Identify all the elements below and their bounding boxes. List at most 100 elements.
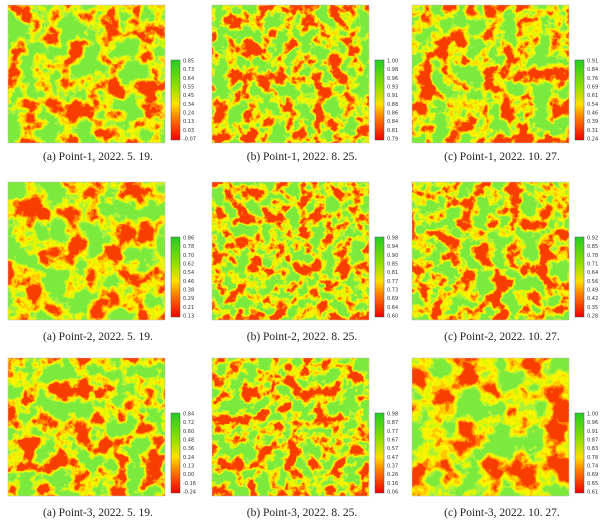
colorbar bbox=[574, 412, 585, 494]
map-image bbox=[212, 182, 369, 320]
colorbar-tick-label: 0.49 bbox=[587, 288, 598, 294]
colorbar-tick-label: 0.79 bbox=[387, 137, 398, 143]
colorbar-tick-label: 0.55 bbox=[183, 85, 194, 91]
map-border bbox=[211, 181, 370, 321]
colorbar-tick-label: 0.84 bbox=[387, 119, 398, 125]
panel-caption: (b) Point-3, 2022. 8. 25. bbox=[247, 507, 358, 519]
colorbar-tick-label: 0.98 bbox=[387, 67, 398, 73]
map-image bbox=[412, 358, 569, 496]
colorbar-tick-label: 0.34 bbox=[183, 102, 194, 108]
colorbar-tick-label: 0.98 bbox=[387, 236, 398, 242]
colorbar-tick-label: 0.16 bbox=[387, 481, 398, 487]
colorbar-tick-label: 0.45 bbox=[183, 93, 194, 99]
map-border bbox=[411, 357, 570, 497]
colorbar-tick-label: 0.67 bbox=[387, 438, 398, 444]
colorbar bbox=[374, 236, 385, 318]
colorbar-tick-label: 0.92 bbox=[587, 236, 598, 242]
colorbar-tick-label: 0.81 bbox=[387, 270, 398, 276]
colorbar-tick-label: 0.94 bbox=[387, 244, 398, 250]
colorbar-tick-label: 0.37 bbox=[387, 464, 398, 470]
colorbar-tick-label: 0.46 bbox=[587, 111, 598, 117]
panel-caption: (c) Point-2, 2022. 10. 27. bbox=[444, 331, 560, 343]
colorbar-tick-label: -0.07 bbox=[183, 137, 196, 143]
colorbar-tick-label: 0.60 bbox=[387, 314, 398, 320]
colorbar-tick-label: 0.64 bbox=[183, 76, 194, 82]
colorbar-tick-label: 0.54 bbox=[183, 270, 194, 276]
panel-caption: (a) Point-1, 2022. 5. 19. bbox=[43, 151, 153, 163]
colorbar-tick-label: 0.85 bbox=[387, 262, 398, 268]
colorbar-tick-label: 0.54 bbox=[587, 102, 598, 108]
colorbar-tick-label: 0.86 bbox=[183, 236, 194, 242]
colorbar-tick-label: 0.91 bbox=[587, 59, 598, 65]
map-border bbox=[7, 357, 166, 497]
colorbar bbox=[374, 412, 385, 494]
colorbar-tick-label: 0.03 bbox=[183, 128, 194, 134]
colorbar bbox=[170, 236, 181, 318]
colorbar-tick-label: 0.06 bbox=[387, 490, 398, 496]
colorbar-tick-label: 0.35 bbox=[587, 305, 598, 311]
colorbar bbox=[374, 59, 385, 141]
panel-caption: (c) Point-1, 2022. 10. 27. bbox=[444, 151, 560, 163]
colorbar-tick-label: 0.96 bbox=[387, 76, 398, 82]
map-border bbox=[411, 4, 570, 144]
map-border bbox=[411, 181, 570, 321]
colorbar-tick-label: 0.71 bbox=[587, 262, 598, 268]
colorbar-tick-label: -0.24 bbox=[183, 490, 196, 496]
colorbar bbox=[170, 59, 181, 141]
colorbar-tick-label: 0.21 bbox=[183, 305, 194, 311]
colorbar-tick-label: 0.91 bbox=[387, 93, 398, 99]
panel-caption: (a) Point-2, 2022. 5. 19. bbox=[43, 331, 153, 343]
map-border bbox=[7, 4, 166, 144]
map-image bbox=[8, 358, 165, 496]
map-image bbox=[412, 182, 569, 320]
map-image bbox=[8, 182, 165, 320]
colorbar-tick-label: 0.64 bbox=[387, 305, 398, 311]
colorbar-tick-label: 0.13 bbox=[183, 314, 194, 320]
colorbar-tick-label: 0.61 bbox=[587, 93, 598, 99]
colorbar-tick-label: -0.16 bbox=[183, 481, 196, 487]
colorbar-tick-label: 0.31 bbox=[587, 128, 598, 134]
colorbar-tick-label: 0.13 bbox=[183, 464, 194, 470]
colorbar bbox=[574, 236, 585, 318]
colorbar-tick-label: 0.69 bbox=[587, 85, 598, 91]
colorbar-tick-label: 0.76 bbox=[587, 76, 598, 82]
colorbar-tick-label: 0.64 bbox=[587, 270, 598, 276]
map-image bbox=[412, 5, 569, 143]
colorbar-tick-label: 0.77 bbox=[387, 429, 398, 435]
colorbar-tick-label: 0.56 bbox=[587, 279, 598, 285]
colorbar-tick-label: 0.46 bbox=[183, 279, 194, 285]
colorbar-tick-label: 0.26 bbox=[387, 472, 398, 478]
colorbar-tick-label: 0.36 bbox=[183, 446, 194, 452]
colorbar-tick-label: 0.72 bbox=[183, 420, 194, 426]
colorbar-tick-label: 0.47 bbox=[387, 455, 398, 461]
colorbar-tick-label: 0.60 bbox=[183, 429, 194, 435]
colorbar-tick-label: 0.70 bbox=[183, 253, 194, 259]
colorbar-tick-label: 0.69 bbox=[387, 296, 398, 302]
colorbar-tick-label: 0.24 bbox=[587, 137, 598, 143]
map-image bbox=[212, 5, 369, 143]
colorbar-tick-label: 1.00 bbox=[387, 59, 398, 65]
colorbar-tick-label: 0.84 bbox=[183, 412, 194, 418]
colorbar-tick-label: 0.93 bbox=[387, 85, 398, 91]
colorbar-tick-label: 0.61 bbox=[587, 490, 598, 496]
colorbar-tick-label: 0.83 bbox=[587, 446, 598, 452]
colorbar-tick-label: 0.74 bbox=[587, 464, 598, 470]
colorbar-tick-label: 0.85 bbox=[183, 59, 194, 65]
colorbar-tick-label: 0.57 bbox=[387, 446, 398, 452]
colorbar-tick-label: 0.48 bbox=[183, 438, 194, 444]
colorbar-tick-label: 0.28 bbox=[587, 314, 598, 320]
colorbar-tick-label: 0.13 bbox=[183, 119, 194, 125]
colorbar-tick-label: 0.42 bbox=[587, 296, 598, 302]
colorbar-tick-label: 0.24 bbox=[183, 111, 194, 117]
colorbar-tick-label: 0.39 bbox=[587, 119, 598, 125]
colorbar-tick-label: 0.78 bbox=[587, 253, 598, 259]
colorbar-tick-label: 0.90 bbox=[387, 253, 398, 259]
map-border bbox=[7, 181, 166, 321]
colorbar-tick-label: 0.65 bbox=[587, 481, 598, 487]
colorbar-tick-label: 0.24 bbox=[183, 455, 194, 461]
panel-caption: (a) Point-3, 2022. 5. 19. bbox=[43, 507, 153, 519]
map-border bbox=[211, 357, 370, 497]
panel-caption: (b) Point-1, 2022. 8. 25. bbox=[247, 151, 358, 163]
map-image bbox=[8, 5, 165, 143]
